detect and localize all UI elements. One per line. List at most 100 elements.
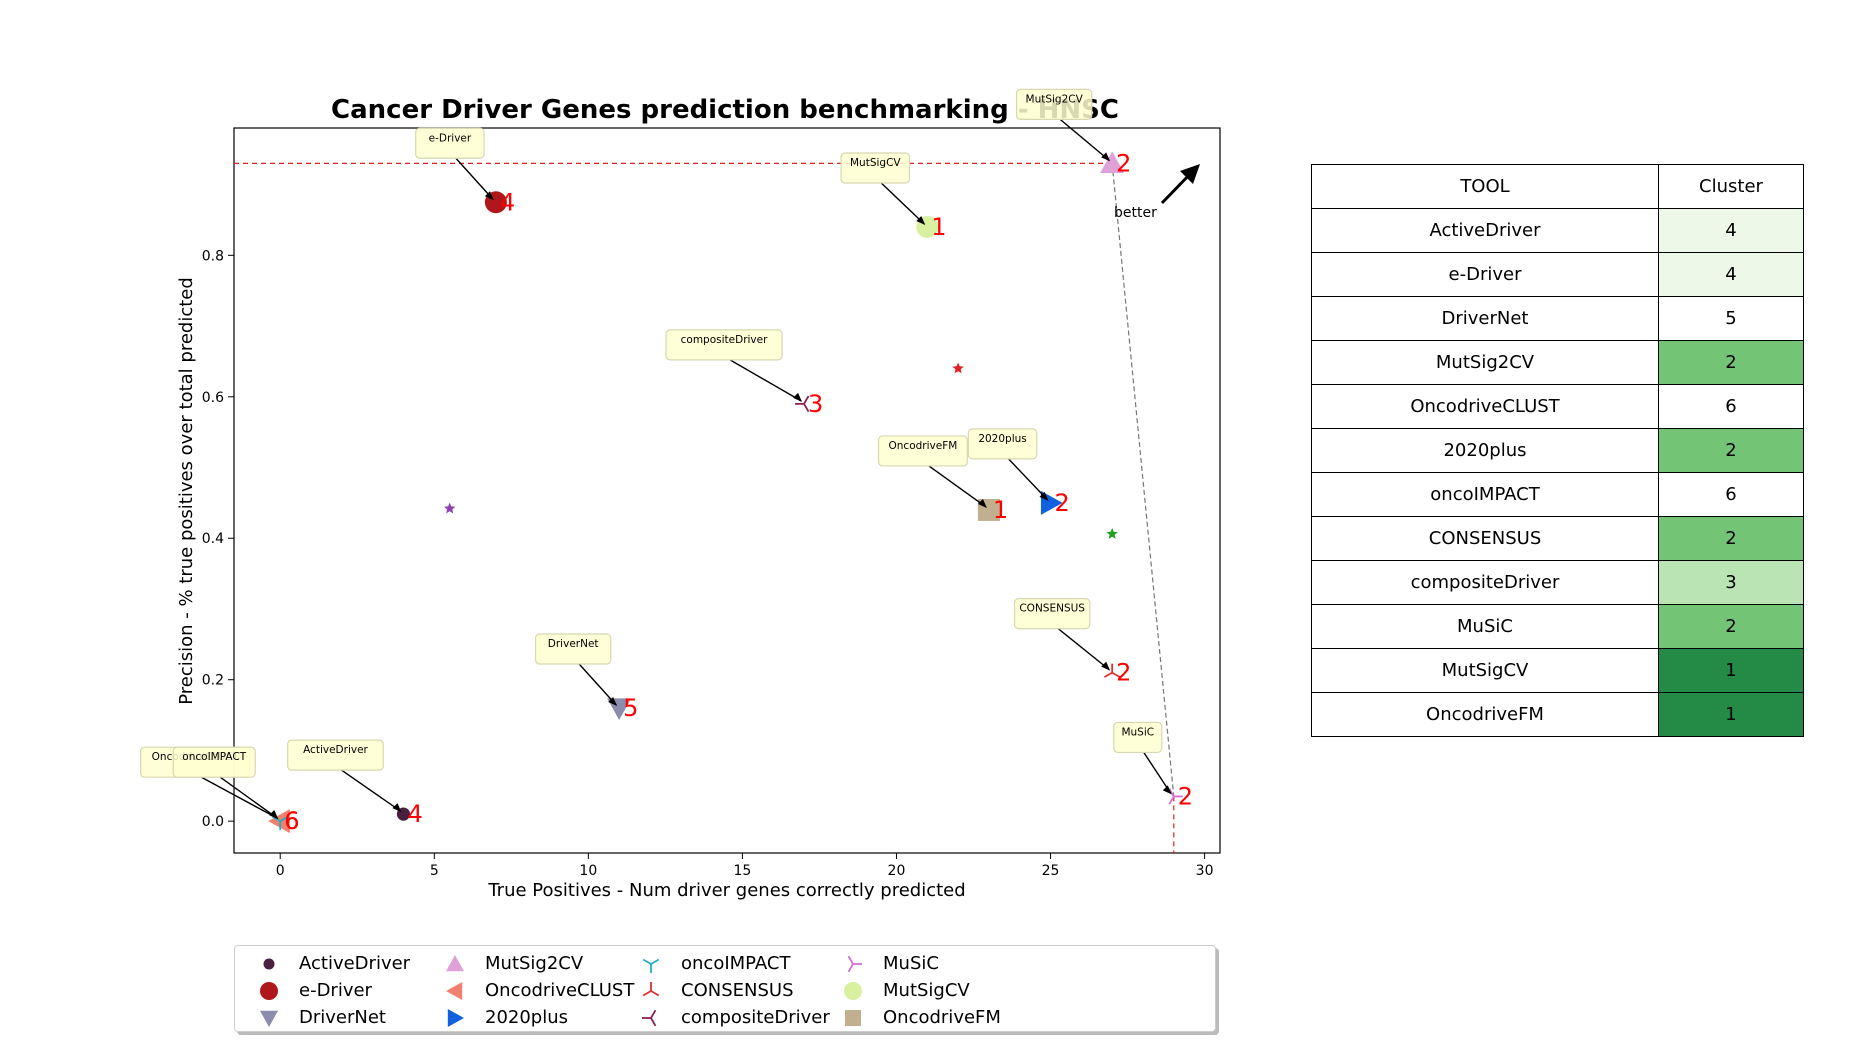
- table-header-tool: TOOL: [1311, 164, 1659, 209]
- legend-label: OncodriveFM: [883, 1007, 1001, 1028]
- table-cell-tool: MutSigCV: [1311, 648, 1659, 693]
- y-tick-label: 0.6: [202, 390, 224, 406]
- table-row: DriverNet 5: [1311, 296, 1804, 341]
- legend-marker: [260, 982, 278, 1000]
- annotation-e-driver: e-Driver 4: [415, 127, 515, 216]
- annotation-music: MuSiC 2: [1113, 721, 1193, 810]
- annotation-box: [840, 152, 911, 184]
- table-cell-cluster: 1: [1658, 692, 1804, 737]
- x-tick-label: 25: [1042, 863, 1060, 879]
- table-header-row: TOOL Cluster: [1311, 164, 1804, 209]
- x-tick-label: 10: [579, 863, 597, 879]
- legend-label: MutSig2CV: [485, 953, 584, 974]
- point-compositedriver: [795, 395, 810, 413]
- table-row: OncodriveFM 1: [1311, 692, 1804, 737]
- cluster-number: 6: [284, 807, 299, 835]
- legend: ActiveDriver e-Driver DriverNet MutSig2CV On…: [234, 945, 1216, 1032]
- legend-label: MutSigCV: [883, 980, 970, 1001]
- table-row: compositeDriver 3: [1311, 560, 1804, 605]
- annotation-box: [534, 633, 612, 665]
- annotation-label: 2020plus: [978, 433, 1026, 445]
- annotation-drivernet: DriverNet 5: [534, 633, 638, 722]
- point-music: [1168, 788, 1183, 805]
- y-tick: 0.0: [202, 814, 234, 830]
- annotation-2020plus: 2020plus 2: [967, 428, 1070, 517]
- cluster-number: 4: [500, 188, 515, 216]
- table-row: CONSENSUS 2: [1311, 516, 1804, 561]
- legend-marker: [447, 1009, 464, 1027]
- legend-marker: [446, 982, 463, 1000]
- y-tick: 0.8: [202, 248, 234, 264]
- x-axis-label: True Positives - Num driver genes correc…: [487, 880, 965, 901]
- cluster-number: 6: [284, 807, 299, 835]
- annotation-box: [1013, 598, 1091, 630]
- annotation-label: oncoIMPACT: [182, 751, 246, 763]
- legend-label: DriverNet: [299, 1007, 386, 1028]
- point-mutsig2cv: [1100, 151, 1125, 173]
- better-arrow: better: [1114, 164, 1200, 221]
- annotation-oncoimpact: oncoIMPACT 6: [172, 746, 300, 835]
- legend-marker: [844, 982, 862, 1000]
- cluster-centroid-star: [1106, 528, 1118, 539]
- table-row: MuSiC 2: [1311, 604, 1804, 649]
- annotation-label: MutSig2CV: [1026, 93, 1084, 105]
- point-annotations: ActiveDriver 4 e-Driver 4 DriverNet 5 MutSig2C…: [140, 88, 1193, 835]
- table-row: MutSigCV 1: [1311, 648, 1804, 693]
- table-cell-cluster: 6: [1658, 384, 1804, 429]
- legend-label: ActiveDriver: [299, 953, 411, 974]
- legend-label: CONSENSUS: [681, 980, 794, 1001]
- y-tick: 0.4: [202, 531, 234, 547]
- table-cell-cluster: 1: [1658, 648, 1804, 693]
- table-cell-cluster: 6: [1658, 472, 1804, 517]
- table-cell-tool: MutSig2CV: [1311, 340, 1659, 385]
- y-tick: 0.2: [202, 673, 234, 689]
- table-row: e-Driver 4: [1311, 252, 1804, 297]
- cluster-number: 4: [407, 800, 422, 828]
- x-tick-label: 0: [276, 863, 285, 879]
- cluster-number: 3: [808, 390, 823, 418]
- annotation-label: compositeDriver: [681, 334, 768, 346]
- table-row: OncodriveCLUST 6: [1311, 384, 1804, 429]
- annotation-box: [287, 739, 384, 771]
- table-cell-tool: DriverNet: [1311, 296, 1659, 341]
- table-cell-cluster: 2: [1658, 428, 1804, 473]
- legend-marker: [845, 1010, 861, 1026]
- cluster-centroid-star: [444, 502, 456, 514]
- annotation-label: DriverNet: [548, 638, 599, 650]
- y-tick-label: 0.2: [202, 673, 224, 689]
- x-tick: 10: [579, 853, 597, 879]
- table-cell-tool: OncodriveFM: [1311, 692, 1659, 737]
- annotation-box: [1015, 88, 1093, 120]
- x-tick: 25: [1042, 853, 1060, 879]
- y-tick-label: 0.4: [202, 531, 224, 547]
- table-cell-cluster: 5: [1658, 296, 1804, 341]
- table-cell-cluster: 4: [1658, 208, 1804, 253]
- annotation-consensus: CONSENSUS 2: [1013, 598, 1131, 687]
- legend-marker: [260, 1010, 278, 1027]
- cluster-table: TOOL Cluster ActiveDriver 4 e-Driver 4 Drive…: [1311, 164, 1804, 737]
- annotation-box: [877, 435, 968, 467]
- annotation-label: MutSigCV: [850, 157, 901, 169]
- data-points: [268, 151, 1183, 834]
- annotation-activedriver: ActiveDriver 4: [287, 739, 423, 828]
- table-cell-cluster: 2: [1658, 340, 1804, 385]
- legend-label: compositeDriver: [681, 1007, 830, 1028]
- annotation-label: MuSiC: [1121, 726, 1154, 738]
- y-axis-label: Precision - % true positives over total …: [176, 277, 197, 705]
- annotation-box: [665, 329, 783, 361]
- y-axis-ticks: 0.0 0.2 0.4 0.6 0.8: [202, 248, 234, 830]
- legend-marker: [642, 958, 660, 973]
- table-cell-tool: ActiveDriver: [1311, 208, 1659, 253]
- x-tick-label: 20: [888, 863, 906, 879]
- point-consensus: [1103, 663, 1121, 678]
- cluster-centroids: [444, 362, 1118, 539]
- table-row: 2020plus 2: [1311, 428, 1804, 473]
- pareto-frontier: [1111, 163, 1175, 797]
- x-tick: 20: [888, 853, 906, 879]
- annotation-box: [1113, 721, 1163, 754]
- x-tick: 30: [1196, 853, 1214, 879]
- annotation-mutsigcv: MutSigCV 1: [840, 152, 947, 241]
- x-tick: 0: [276, 853, 285, 879]
- plot-area: [233, 127, 1221, 854]
